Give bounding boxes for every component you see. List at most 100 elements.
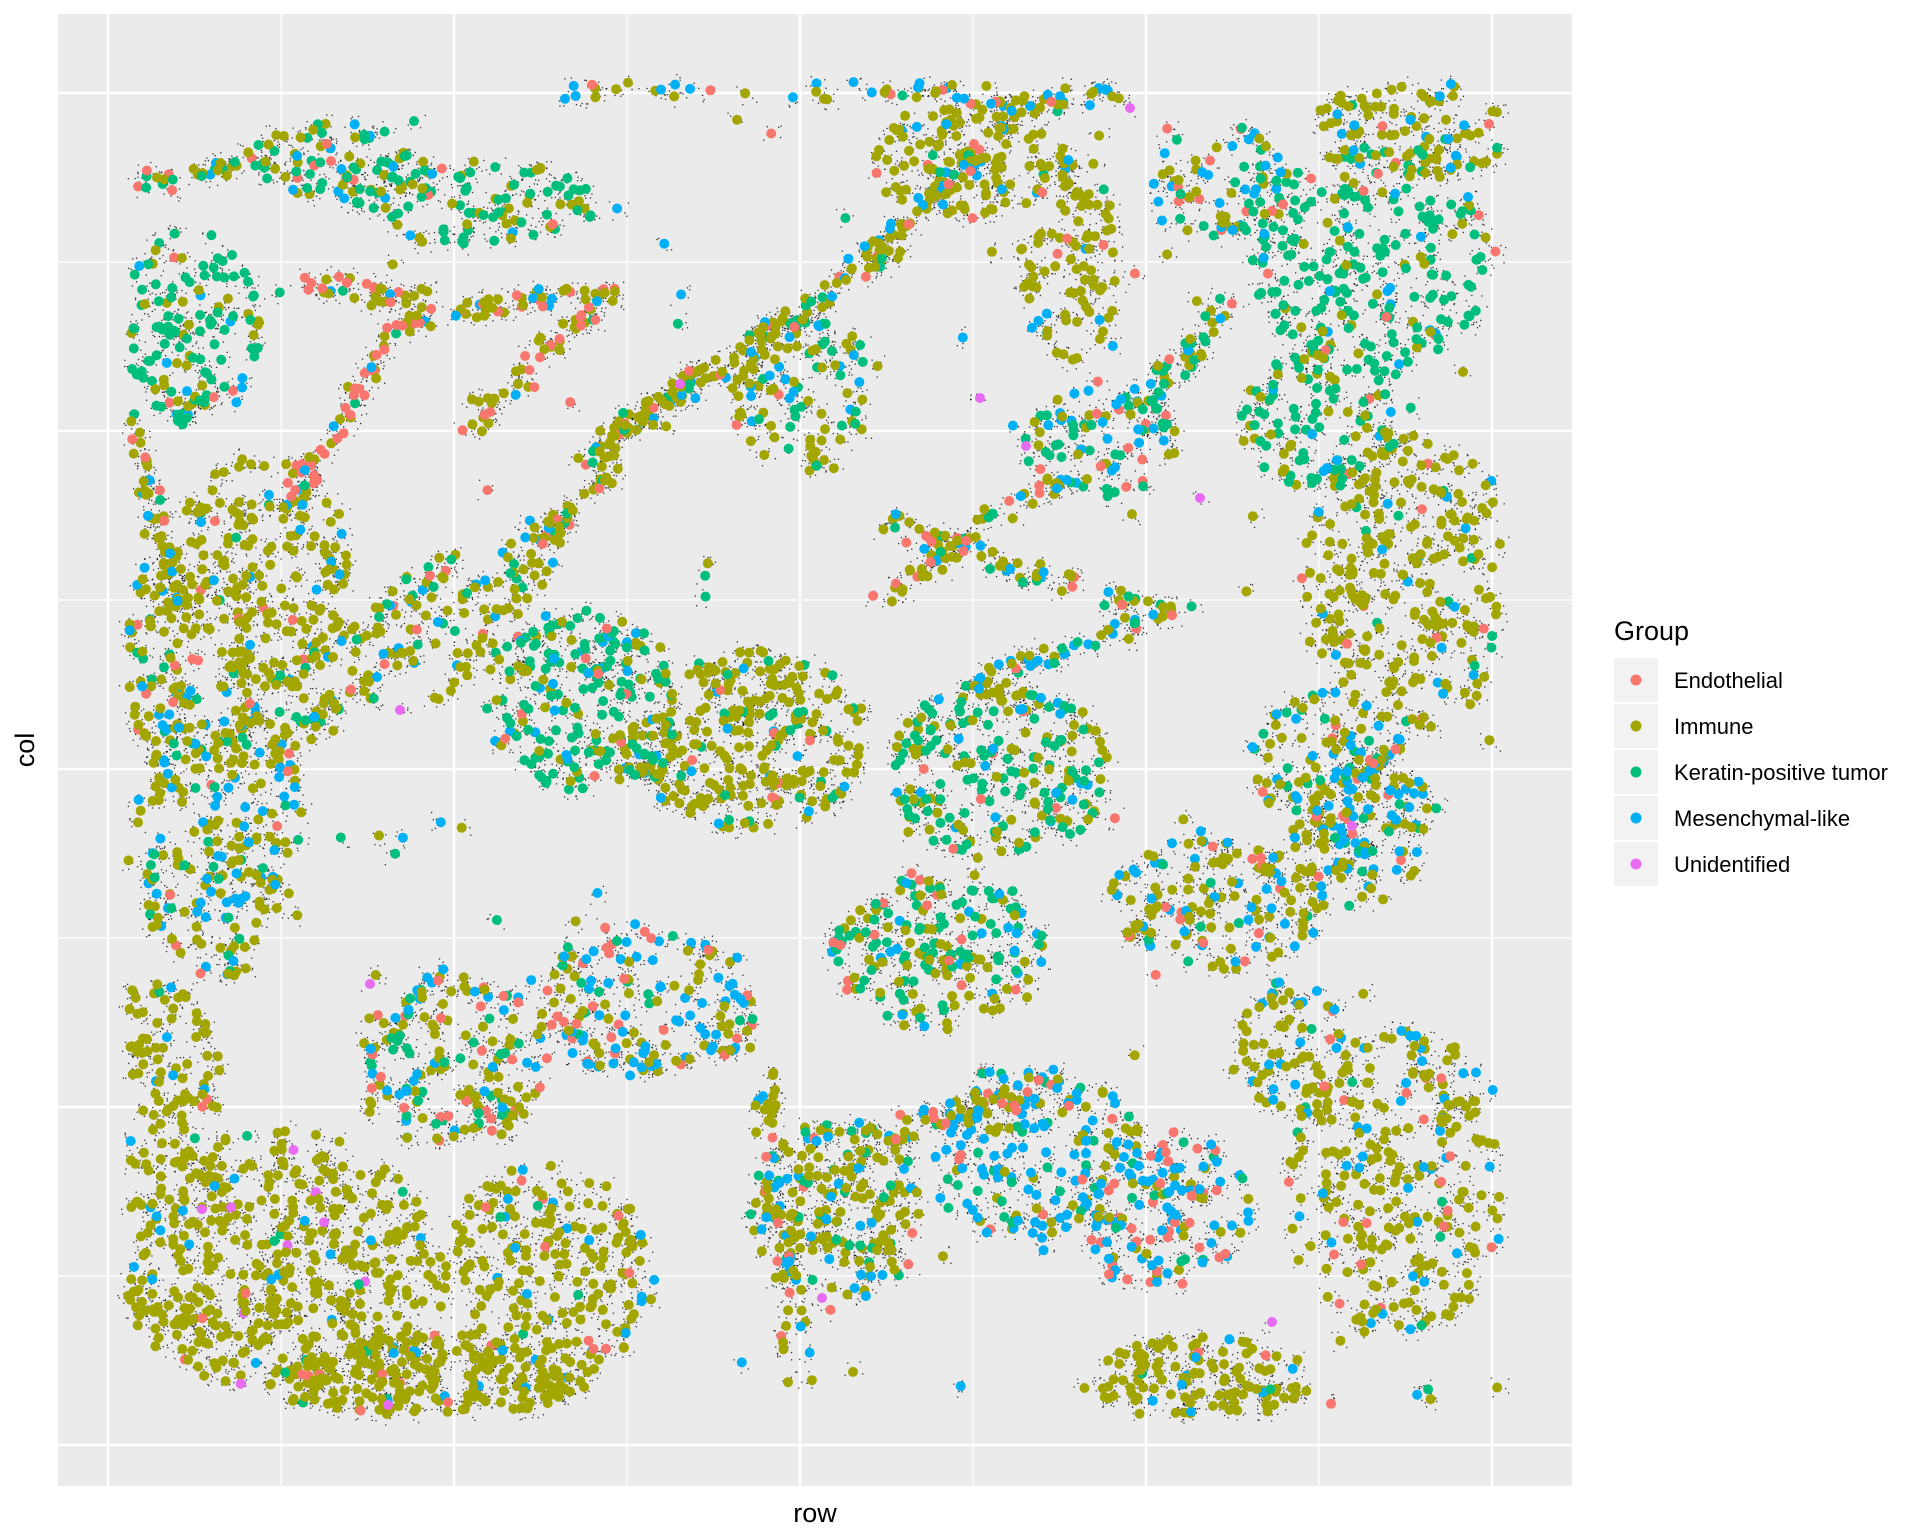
speckle-654-4 [311, 488, 313, 491]
speckle-528-4 [487, 1220, 490, 1222]
speckle-466-1 [561, 1352, 563, 1355]
speckle-771-0 [247, 584, 249, 586]
speckle-613-3 [599, 1233, 602, 1236]
speckle-260-2 [369, 1285, 371, 1287]
speckle-122-3 [383, 1343, 385, 1345]
speckle-358-2 [175, 1230, 177, 1232]
speckle-126-4 [265, 1331, 267, 1334]
speckle-564-3 [566, 1312, 569, 1314]
speckle-339-3 [277, 1166, 279, 1168]
speckle-533-4 [581, 1331, 583, 1333]
speckle-790-4 [208, 485, 210, 487]
speckle-150-0 [401, 1311, 403, 1314]
speckle-52-1 [341, 1346, 344, 1348]
speckle-215-3 [248, 1346, 250, 1348]
speckle-94-0 [348, 1201, 350, 1204]
speckle-42-1 [297, 1358, 299, 1360]
speckle-136-2 [145, 1293, 147, 1295]
speckle-831-1 [296, 567, 299, 569]
speckle-925-1 [1440, 611, 1442, 613]
speckle-143-0 [406, 1198, 408, 1200]
speckle-705-4 [315, 602, 317, 604]
speckle-349-3 [203, 1217, 205, 1219]
speckle-393-4 [158, 1211, 160, 1213]
speckle-795-0 [271, 601, 274, 603]
speckle-800-4 [207, 569, 209, 571]
speckle-730-4 [307, 633, 310, 636]
speckle-208-1 [278, 1208, 280, 1210]
speckle-454-3 [461, 1290, 463, 1292]
speckle-486-3 [632, 1225, 634, 1227]
speckle-334-0 [393, 1173, 395, 1175]
speckle-356-1 [162, 1300, 165, 1302]
speckle-120-4 [320, 1148, 322, 1151]
speckle-814-3 [231, 642, 233, 644]
speckle-226-3 [261, 1173, 263, 1175]
speckle-946-2 [1404, 663, 1406, 665]
speckle-440-4 [623, 1318, 625, 1320]
speckle-586-4 [556, 1360, 558, 1362]
speckle-717-3 [343, 620, 345, 623]
speckle-792-4 [337, 582, 339, 584]
speckle-606-0 [604, 1353, 606, 1355]
speckle-567-4 [559, 1306, 561, 1308]
speckle-553-4 [623, 1282, 625, 1284]
speckle-638-2 [621, 1265, 623, 1268]
speckle-858-4 [1478, 536, 1481, 538]
speckle-733-2 [198, 500, 200, 502]
speckle-365-1 [350, 1178, 352, 1181]
speckle-323-4 [167, 1330, 169, 1332]
speckle-87-4 [179, 1366, 181, 1368]
speckle-742-1 [198, 501, 200, 504]
speckle-335-0 [267, 1236, 269, 1239]
speckle-876-4 [1468, 542, 1471, 545]
speckle-397-4 [205, 1357, 208, 1359]
speckle-329-2 [253, 1216, 255, 1219]
speckle-929-2 [1442, 605, 1444, 607]
speckle-901-4 [1374, 522, 1376, 524]
speckle-535-3 [633, 1259, 636, 1262]
speckle-437-4 [497, 1195, 500, 1197]
speckle-711-3 [197, 548, 199, 550]
speckle-757-4 [168, 578, 170, 580]
speckle-414-1 [151, 1193, 153, 1195]
speckle-256-2 [292, 1327, 294, 1329]
speckle-594-3 [583, 1375, 586, 1377]
speckle-731-4 [302, 544, 305, 546]
speckle-325-0 [302, 1175, 304, 1178]
speckle-36-2 [203, 1166, 205, 1169]
speckle-634-2 [472, 1271, 475, 1273]
speckle-748-4 [279, 636, 281, 638]
speckle-252-0 [241, 1209, 243, 1212]
speckle-765-0 [248, 684, 250, 686]
speckle-419-4 [416, 1194, 418, 1196]
speckle-26-4 [275, 1225, 277, 1228]
speckle-288-1 [183, 1216, 185, 1218]
speckle-121-0 [304, 1174, 306, 1176]
speckle-529-4 [524, 1190, 527, 1193]
speckle-544-2 [504, 1166, 506, 1168]
speckle-907-2 [1382, 555, 1385, 557]
speckle-845-1 [1499, 592, 1502, 595]
speckle-959-1 [1432, 630, 1434, 632]
speckle-279-2 [301, 1191, 304, 1194]
speckle-38-0 [294, 1227, 296, 1229]
speckle-763-0 [214, 561, 216, 564]
speckle-468-4 [606, 1303, 609, 1306]
speckle-89-4 [296, 1298, 298, 1300]
speckle-319-3 [250, 1375, 252, 1378]
speckle-241-2 [225, 1211, 227, 1213]
speckle-648-2 [245, 512, 247, 514]
speckle-193-1 [273, 1231, 275, 1234]
speckle-513-2 [439, 1278, 441, 1280]
speckle-13-2 [188, 1163, 190, 1165]
speckle-431-2 [465, 1246, 467, 1248]
speckle-129-1 [183, 1336, 185, 1339]
speckle-382-1 [279, 1330, 281, 1332]
speckle-569-1 [502, 1334, 504, 1337]
speckle-975-0 [1466, 466, 1468, 468]
speckle-145-3 [242, 1246, 244, 1248]
speckle-828-0 [179, 516, 181, 518]
speckle-911-3 [1503, 503, 1505, 505]
speckle-176-3 [364, 1240, 366, 1242]
